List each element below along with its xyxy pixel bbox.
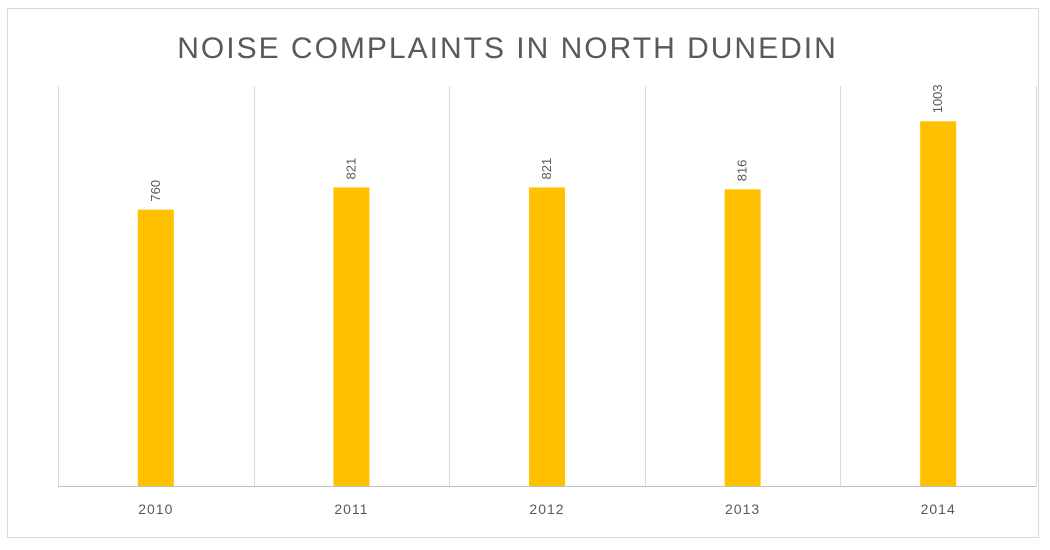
gridlines [58, 86, 1037, 486]
bar-2012 [529, 187, 565, 487]
data-label-2012: 821 [539, 158, 554, 180]
chart-frame [7, 8, 1039, 538]
bar-2013 [724, 189, 761, 487]
data-label-2010: 760 [148, 180, 163, 202]
x-tick-label-2013: 2013 [725, 501, 760, 517]
data-labels: 760 821 821 816 1003 [148, 84, 945, 201]
bars [137, 121, 957, 487]
x-tick-label-2011: 2011 [334, 501, 368, 517]
bar-2010 [137, 209, 174, 487]
bar-2014 [920, 121, 957, 486]
x-tick-label-2014: 2014 [921, 501, 956, 517]
x-axis-labels: 2010 2011 2012 2013 2014 [138, 501, 956, 517]
chart-title: NOISE COMPLAINTS IN NORTH DUNEDIN [177, 32, 838, 65]
x-tick-label-2010: 2010 [138, 501, 173, 517]
data-label-2013: 816 [735, 160, 750, 182]
x-tick-label-2012: 2012 [529, 501, 564, 517]
data-label-2011: 821 [343, 158, 358, 180]
bar-2011 [333, 187, 370, 487]
data-label-2014: 1003 [930, 84, 945, 113]
